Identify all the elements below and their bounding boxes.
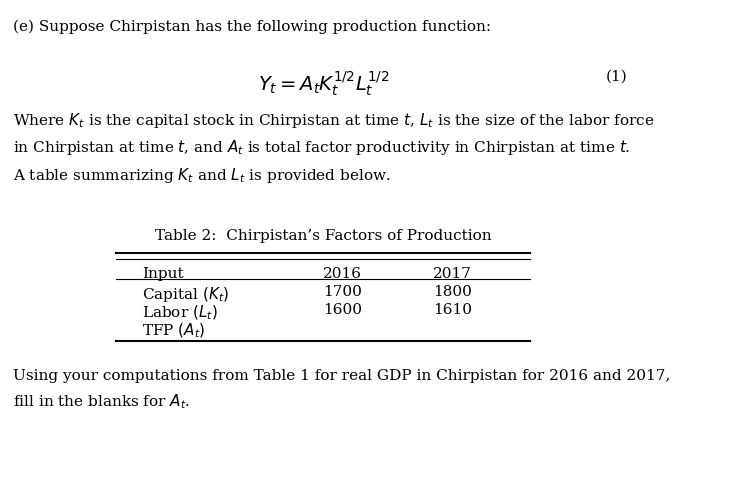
Text: Table 2:  Chirpistan’s Factors of Production: Table 2: Chirpistan’s Factors of Product…	[155, 229, 491, 243]
Text: 1700: 1700	[323, 285, 362, 299]
Text: 2017: 2017	[433, 267, 472, 281]
Text: Input: Input	[142, 267, 184, 281]
Text: 1800: 1800	[433, 285, 472, 299]
Text: Where $K_t$ is the capital stock in Chirpistan at time $t$, $L_t$ is the size of: Where $K_t$ is the capital stock in Chir…	[13, 111, 654, 185]
Text: Capital $(K_t)$: Capital $(K_t)$	[142, 285, 230, 304]
Text: TFP $(A_t)$: TFP $(A_t)$	[142, 322, 206, 340]
Text: (1): (1)	[605, 70, 627, 84]
Text: 1600: 1600	[323, 303, 362, 317]
Text: $Y_t = A_t K_t^{1/2} L_t^{1/2}$: $Y_t = A_t K_t^{1/2} L_t^{1/2}$	[258, 70, 389, 98]
Text: Labor $(L_t)$: Labor $(L_t)$	[142, 303, 218, 322]
Text: Using your computations from Table 1 for real GDP in Chirpistan for 2016 and 201: Using your computations from Table 1 for…	[13, 369, 670, 411]
Text: 2016: 2016	[323, 267, 362, 281]
Text: 1610: 1610	[433, 303, 472, 317]
Text: (e) Suppose Chirpistan has the following production function:: (e) Suppose Chirpistan has the following…	[13, 19, 491, 34]
